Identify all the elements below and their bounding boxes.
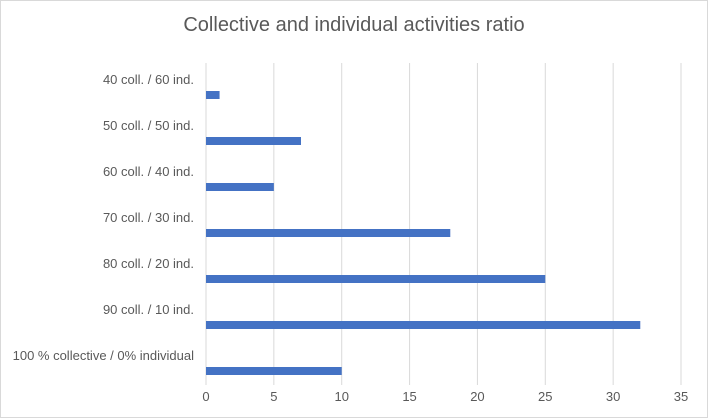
y-category-label: 40 coll. / 60 ind.	[103, 72, 194, 87]
x-axis-tick-labels: 0 5 10 15 20 25 30 35	[202, 389, 688, 404]
bar	[206, 229, 451, 237]
bar	[206, 91, 220, 99]
x-tick-label: 25	[538, 389, 552, 404]
y-category-label: 60 coll. / 40 ind.	[103, 164, 194, 179]
x-tick-label: 30	[606, 389, 620, 404]
bar	[206, 137, 301, 145]
x-tick-label: 10	[334, 389, 348, 404]
x-tick-label: 20	[470, 389, 484, 404]
y-category-label: 100 % collective / 0% individual	[13, 348, 194, 363]
y-category-label: 50 coll. / 50 ind.	[103, 118, 194, 133]
bar	[206, 183, 274, 191]
y-category-label: 70 coll. / 30 ind.	[103, 210, 194, 225]
x-tick-label: 35	[674, 389, 688, 404]
bar	[206, 321, 641, 329]
bar	[206, 275, 546, 283]
y-category-label: 80 coll. / 20 ind.	[103, 256, 194, 271]
x-tick-label: 5	[270, 389, 277, 404]
chart-title: Collective and individual activities rat…	[183, 14, 525, 36]
x-tick-label: 15	[402, 389, 416, 404]
y-category-label: 90 coll. / 10 ind.	[103, 302, 194, 317]
bar	[206, 367, 342, 375]
bars	[206, 91, 641, 375]
gridlines	[205, 63, 682, 385]
x-tick-label: 0	[202, 389, 209, 404]
y-axis-category-labels: 100 % collective / 0% individual 90 coll.…	[13, 72, 194, 363]
